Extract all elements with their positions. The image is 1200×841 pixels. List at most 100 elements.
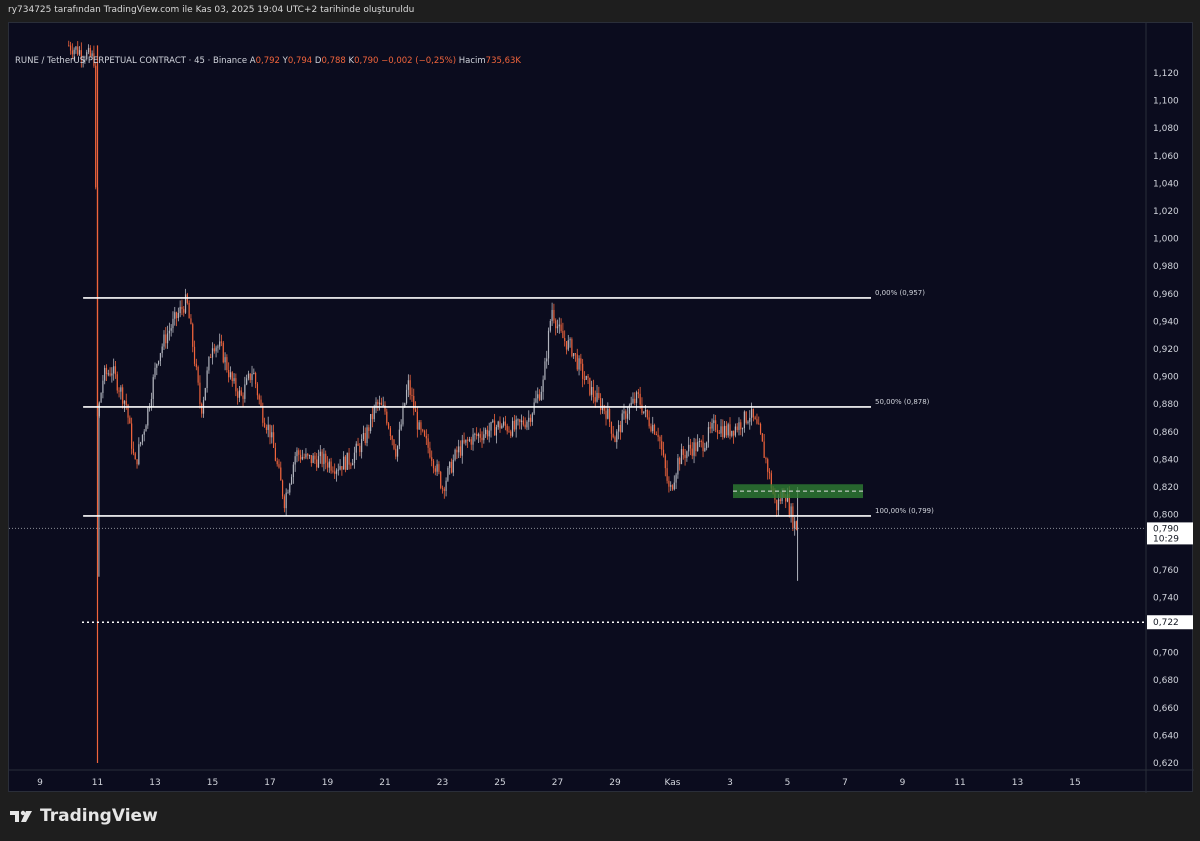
last-price-label: 0,790 (1153, 524, 1179, 534)
candle-body (260, 399, 262, 407)
candle-body (679, 458, 681, 465)
candle-body (596, 392, 598, 402)
candle-body (501, 425, 503, 429)
candle-body (87, 47, 90, 53)
y-tick-label: 0,680 (1153, 676, 1179, 686)
candle-body (332, 470, 334, 472)
tradingview-logo[interactable]: TradingView (10, 806, 158, 826)
y-tick-label: 0,900 (1153, 373, 1179, 383)
candle-body (68, 45, 70, 47)
candle-body (102, 380, 104, 393)
candle-body (490, 422, 492, 431)
candle-body (427, 438, 429, 448)
candle-body (335, 470, 338, 474)
candle-body (123, 400, 126, 404)
candle-body (362, 433, 365, 440)
candle-body (485, 429, 487, 435)
candle-body (157, 361, 160, 365)
candle-body (732, 430, 735, 436)
candle-body (93, 53, 95, 66)
candle-body (702, 441, 704, 452)
candle-body (341, 466, 343, 470)
candle-body (249, 373, 251, 380)
candle-body (456, 449, 458, 453)
candle-body (165, 334, 167, 344)
candle-body (688, 444, 690, 452)
candle-body (179, 306, 181, 314)
candle-body (328, 461, 330, 468)
volume-label: Hacim (459, 56, 486, 66)
candle-body (405, 389, 408, 404)
candle-body (463, 440, 465, 443)
candle-body (661, 441, 663, 450)
candle-body (134, 453, 136, 460)
candle-body (747, 421, 749, 423)
candle-body (274, 447, 276, 461)
x-tick-label: 25 (494, 778, 505, 788)
y-tick-label: 0,980 (1153, 262, 1179, 272)
candle-body (231, 372, 233, 382)
y-tick-label: 0,740 (1153, 593, 1179, 603)
candle-body (352, 463, 354, 466)
candle-body (242, 395, 244, 399)
candle-body (240, 390, 242, 396)
candle-body (632, 398, 634, 403)
candle-body (591, 387, 593, 395)
x-tick-label: 9 (900, 778, 906, 788)
candle-body (648, 417, 650, 427)
candle-body (646, 409, 648, 418)
candle-body (170, 328, 172, 331)
symbol-ohlc-header[interactable]: RUNE / TetherUS PERPETUAL CONTRACT · 45 … (15, 56, 521, 66)
candle-body (172, 318, 174, 329)
candle-body (373, 406, 375, 420)
candle-body (323, 453, 325, 465)
candle-body (152, 377, 154, 399)
candle-body (299, 454, 302, 460)
price-chart[interactable]: 1,120 1,100 1,080 1,060 1,040 1,020 1,000 0,980… (9, 23, 1194, 793)
candle-body (569, 339, 571, 341)
candle-body (307, 453, 309, 456)
candle-body (78, 50, 81, 55)
candle-body (298, 450, 300, 455)
candle-body (416, 411, 418, 430)
candle-body (540, 391, 542, 400)
candle-body (206, 370, 208, 389)
candle-body (321, 451, 323, 465)
candle-body (510, 431, 512, 436)
candle-body (447, 467, 449, 481)
candle-body (224, 357, 226, 363)
candle-body (314, 455, 316, 460)
candle-body (303, 457, 305, 459)
candle-body (524, 424, 526, 428)
candle-body (736, 426, 738, 430)
candle-body (465, 439, 467, 443)
candle-body (86, 52, 88, 60)
candle-body (750, 408, 753, 418)
candle-body (571, 339, 573, 357)
candle-body (73, 49, 75, 55)
candle-body (671, 485, 674, 490)
ohlc-low-label: D (315, 56, 322, 66)
candle-body (379, 402, 381, 405)
candle-body (535, 398, 537, 403)
candle-body (546, 358, 548, 362)
y-tick-label: 0,920 (1153, 345, 1179, 355)
candle-body (77, 46, 79, 55)
candle-body (193, 346, 196, 364)
candle-body (711, 423, 713, 429)
candle-body (163, 334, 165, 347)
chart-panel[interactable]: 1,120 1,100 1,080 1,060 1,040 1,020 1,000 0,980… (8, 22, 1194, 793)
candle-body (795, 521, 798, 530)
candle-body (420, 422, 422, 430)
candle-body (429, 447, 431, 458)
x-tick-label: 29 (609, 778, 621, 788)
candle-body (492, 420, 494, 423)
candle-body (526, 421, 528, 428)
y-tick-label: 0,840 (1153, 455, 1179, 465)
candle-body (80, 50, 82, 60)
candle-body (607, 408, 609, 419)
candle-body (779, 499, 781, 502)
candle-body (432, 460, 435, 469)
candle-body (761, 433, 763, 442)
candle-body (655, 433, 657, 435)
